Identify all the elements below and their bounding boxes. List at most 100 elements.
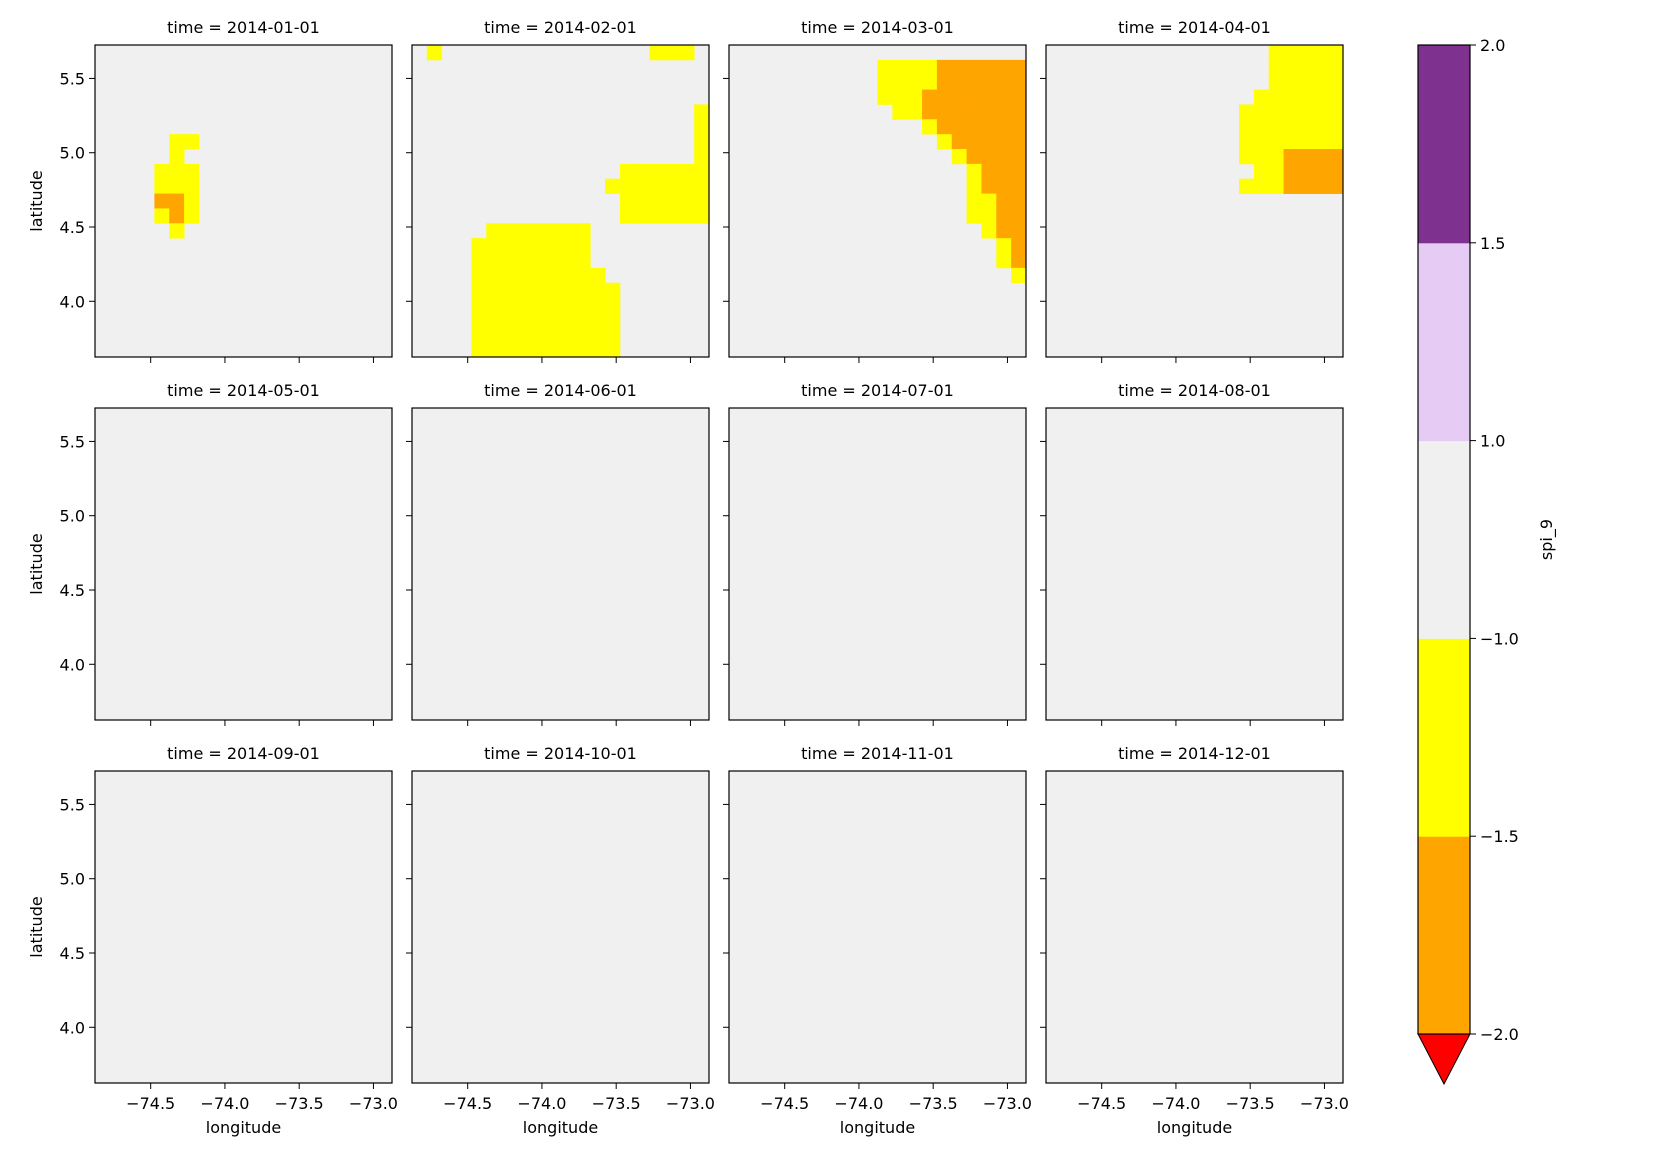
- grid-cell: [877, 89, 893, 105]
- y-tick-label: 5.5: [60, 795, 85, 814]
- grid-cell: [486, 282, 502, 298]
- colorbar-label: spi_9: [1537, 519, 1557, 560]
- grid-cell: [1328, 89, 1343, 105]
- grid-cell: [981, 104, 997, 120]
- grid-cell: [184, 193, 200, 209]
- y-tick-label: 4.0: [60, 292, 85, 311]
- x-tick-label: −73.0: [666, 1094, 715, 1113]
- grid-cell: [1239, 119, 1255, 135]
- grid-cell: [1011, 59, 1026, 76]
- colorbar-tick-label: −1.0: [1480, 629, 1519, 648]
- grid-cell: [649, 208, 665, 224]
- grid-cell: [996, 134, 1012, 150]
- x-tick-label: −74.0: [1151, 1094, 1200, 1113]
- panel-frame: [94, 44, 393, 358]
- grid-cell: [1313, 178, 1329, 194]
- grid-cell: [1253, 104, 1270, 120]
- grid-cell: [1283, 178, 1299, 194]
- grid-cell: [907, 89, 923, 105]
- grid-cell: [1298, 74, 1314, 90]
- grid-cell: [951, 104, 967, 120]
- grid-cell: [545, 267, 561, 284]
- grid-cell: [486, 342, 502, 357]
- grid-cell: [501, 267, 517, 284]
- y-tick-label: 4.0: [60, 1018, 85, 1037]
- grid-cell: [515, 253, 532, 269]
- colorbar-tick-label: 1.0: [1480, 432, 1505, 451]
- panel-background: [729, 408, 1026, 720]
- grid-cell: [501, 312, 517, 328]
- panel-12: time = 2014-12-01 −74.5 −74.0 −73.5 −73.0 lon…: [1040, 744, 1349, 1137]
- grid-cell: [515, 238, 532, 254]
- grid-cell: [560, 238, 576, 254]
- grid-cell: [575, 238, 591, 254]
- grid-cell: [471, 238, 487, 254]
- grid-cell: [1268, 178, 1284, 194]
- grid-cell: [892, 104, 908, 120]
- grid-cell: [605, 297, 621, 313]
- y-tick-label: 4.5: [60, 218, 85, 237]
- y-axis-label: latitude: [27, 533, 46, 594]
- panel-frame: [1045, 770, 1344, 1084]
- colorbar-frame: [1417, 44, 1471, 1035]
- grid-cell: [996, 193, 1012, 209]
- grid-cell: [515, 297, 532, 313]
- grid-cell: [501, 223, 517, 239]
- grid-cell: [590, 342, 606, 357]
- grid-cell: [1253, 149, 1270, 165]
- x-tick-label: −74.5: [1077, 1094, 1126, 1113]
- grid-cell: [530, 342, 547, 357]
- grid-cell: [1283, 149, 1299, 165]
- grid-cell: [1328, 104, 1343, 120]
- grid-cell: [619, 193, 636, 209]
- x-tick-label: −74.5: [760, 1094, 809, 1113]
- panel-title: time = 2014-04-01: [1118, 18, 1271, 37]
- grid-cell: [1328, 59, 1343, 76]
- grid-cell: [590, 267, 606, 284]
- grid-cell: [981, 163, 997, 180]
- grid-cell: [951, 59, 967, 76]
- panel-frame: [1045, 44, 1344, 358]
- panel-title: time = 2014-11-01: [801, 744, 954, 763]
- panel-frame: [411, 770, 710, 1084]
- grid-cell: [605, 312, 621, 328]
- grid-cell: [951, 149, 967, 165]
- grid-cell: [966, 89, 982, 105]
- panel-6: time = 2014-06-01: [406, 381, 710, 726]
- colorbar: −2.0 −1.5 −1.0 1.0 1.5 2.0 spi_9: [1417, 36, 1557, 1086]
- x-tick-label: −73.0: [349, 1094, 398, 1113]
- grid-cell: [501, 297, 517, 313]
- x-tick-label: −74.0: [834, 1094, 883, 1113]
- grid-cell: [545, 253, 561, 269]
- grid-cell: [1298, 59, 1314, 76]
- grid-cell: [1328, 163, 1343, 180]
- panel-10: time = 2014-10-01 −74.5 −74.0 −73.5 −73.0 lon…: [406, 744, 715, 1137]
- grid-cell: [996, 238, 1012, 254]
- grid-cell: [996, 178, 1012, 194]
- grid-cell: [530, 297, 547, 313]
- grid-cell: [1313, 74, 1329, 90]
- grid-cell: [981, 193, 997, 209]
- panel-frame: [1045, 407, 1344, 721]
- grid-cell: [515, 223, 532, 239]
- panel-background: [95, 45, 392, 357]
- x-tick-label: −73.5: [592, 1094, 641, 1113]
- grid-cell: [1328, 45, 1343, 61]
- grid-cell: [1328, 134, 1343, 150]
- grid-cell: [154, 163, 170, 180]
- grid-cell: [1011, 178, 1026, 194]
- grid-cell: [515, 267, 532, 284]
- grid-cell: [1239, 149, 1255, 165]
- panel-frame: [94, 770, 393, 1084]
- grid-cell: [501, 253, 517, 269]
- grid-cell: [694, 104, 709, 120]
- x-tick-label: −74.5: [126, 1094, 175, 1113]
- panel-11: time = 2014-11-01 −74.5 −74.0 −73.5 −73.0 lon…: [723, 744, 1032, 1137]
- panel-cells: [154, 134, 200, 239]
- panel-1: time = 2014-01-01 4.0 4.5 5.0 5.5 latitude: [27, 18, 393, 363]
- grid-cell: [981, 89, 997, 105]
- grid-cell: [936, 104, 953, 120]
- panel-title: time = 2014-03-01: [801, 18, 954, 37]
- grid-cell: [1283, 59, 1299, 76]
